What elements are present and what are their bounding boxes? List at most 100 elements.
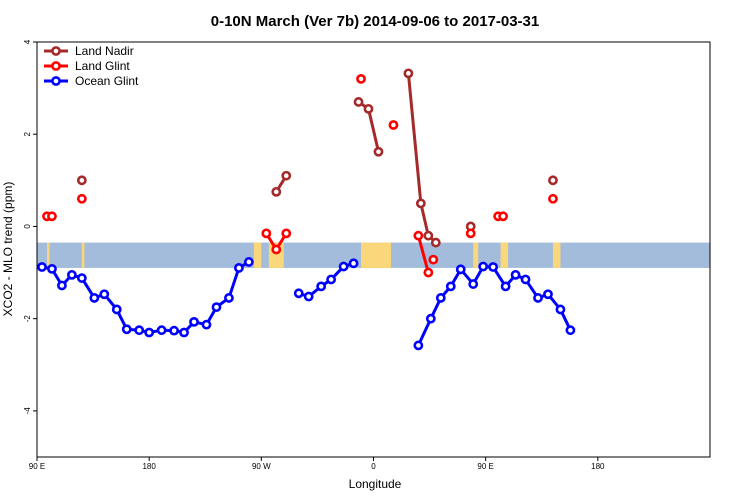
- data-point: [415, 198, 426, 209]
- data-point: [388, 120, 399, 130]
- series-line: [416, 235, 430, 273]
- data-point: [430, 237, 441, 248]
- data-point: [548, 175, 558, 186]
- data-point: [465, 228, 476, 239]
- y-tick-label: 0: [23, 224, 32, 229]
- land-patch: [46, 242, 50, 268]
- data-point: [66, 269, 77, 280]
- y-tick-label: -4: [23, 407, 32, 415]
- data-point: [543, 289, 553, 300]
- data-point: [303, 291, 314, 302]
- data-point: [271, 244, 282, 255]
- legend-marker: [51, 61, 61, 71]
- data-point: [403, 68, 414, 79]
- data-point: [211, 302, 222, 313]
- data-point: [455, 264, 466, 275]
- data-point: [500, 281, 511, 292]
- data-point: [316, 281, 327, 292]
- y-tick-label: 2: [23, 131, 32, 136]
- data-point: [76, 193, 87, 204]
- data-point: [293, 288, 304, 299]
- land-patch: [552, 242, 561, 268]
- legend-marker: [51, 46, 61, 56]
- x-tick-label: 90 E: [29, 462, 45, 471]
- x-axis-label: Longitude: [349, 477, 402, 491]
- data-point: [413, 230, 424, 241]
- x-tick-label: 0: [371, 462, 376, 471]
- data-point: [121, 324, 132, 335]
- data-point: [353, 97, 364, 107]
- data-point: [423, 230, 434, 241]
- data-point: [555, 304, 566, 315]
- land-patch: [473, 242, 479, 268]
- data-point: [565, 325, 576, 336]
- data-point: [356, 73, 366, 84]
- data-point: [281, 170, 292, 181]
- data-point: [47, 211, 57, 222]
- x-tick-label: 180: [142, 462, 156, 471]
- legend-marker: [51, 76, 61, 86]
- data-point: [425, 313, 436, 324]
- data-point: [179, 327, 189, 338]
- data-point: [169, 325, 179, 336]
- data-point: [445, 281, 456, 292]
- data-point: [435, 293, 446, 303]
- data-point: [37, 262, 47, 272]
- data-point: [201, 319, 212, 330]
- data-point: [468, 279, 479, 289]
- land-patch: [253, 242, 262, 268]
- x-tick-label: 180: [591, 462, 605, 471]
- data-point: [478, 261, 489, 272]
- series-ocean-glint: [37, 257, 576, 351]
- data-point: [89, 293, 100, 303]
- data-point: [156, 325, 167, 336]
- land-ocean-band: [37, 242, 710, 268]
- data-point: [224, 293, 234, 303]
- data-point: [76, 175, 87, 186]
- y-tick-label: -2: [23, 315, 32, 323]
- data-point: [423, 267, 434, 278]
- data-point: [326, 274, 337, 285]
- land-patch: [500, 242, 509, 268]
- data-point: [488, 262, 499, 272]
- data-point: [189, 316, 199, 327]
- data-point: [428, 254, 439, 265]
- data-point: [47, 263, 57, 274]
- data-point: [233, 263, 244, 273]
- land-patch: [361, 242, 391, 268]
- data-point: [338, 261, 349, 272]
- data-point: [373, 146, 384, 157]
- legend-label: Land Glint: [75, 59, 130, 73]
- series-land-nadir: [76, 68, 558, 248]
- data-point: [510, 269, 521, 280]
- data-point: [520, 274, 531, 285]
- data-point: [261, 228, 272, 239]
- y-axis-label: XCO2 - MLO trend (ppm): [1, 182, 15, 317]
- data-point: [281, 228, 292, 239]
- legend-label: Land Nadir: [75, 44, 134, 58]
- data-point: [363, 103, 374, 114]
- data-point: [111, 304, 122, 315]
- series-layer: [37, 68, 576, 351]
- x-tick-label: 90 W: [252, 462, 271, 471]
- series-land-glint: [42, 73, 558, 278]
- data-point: [413, 340, 424, 351]
- data-point: [134, 325, 145, 336]
- data-point: [144, 327, 155, 338]
- data-point: [533, 293, 543, 303]
- data-point: [348, 258, 359, 269]
- data-point: [76, 273, 87, 283]
- y-tick-label: 4: [23, 39, 32, 44]
- x-tick-label: 90 E: [477, 462, 493, 471]
- axes: 90 E 180 90 W 0 90 E 180 -4 -2 0 2 4: [23, 39, 605, 471]
- data-point: [99, 289, 110, 300]
- data-point: [498, 211, 509, 222]
- land-patch: [81, 242, 85, 268]
- chart-title: 0-10N March (Ver 7b) 2014-09-06 to 2017-…: [211, 13, 540, 30]
- data-point: [271, 186, 282, 197]
- data-point: [57, 280, 67, 291]
- data-point: [548, 193, 558, 204]
- series-line: [406, 73, 437, 244]
